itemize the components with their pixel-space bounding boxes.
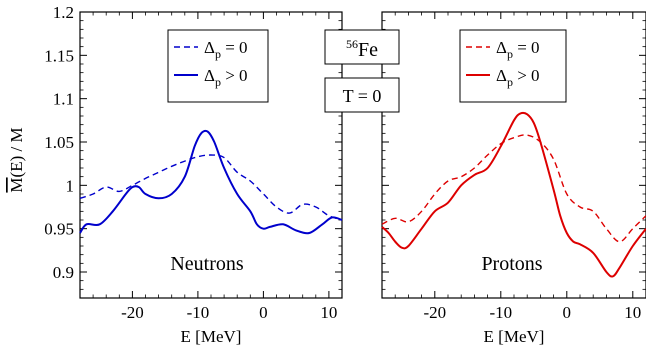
temperature-label: T = 0 <box>343 86 382 106</box>
neutrons-legend-label: Δp > 0 <box>204 66 248 89</box>
nucleus-symbol: Fe <box>358 39 378 61</box>
neutrons-y-tick-label: 1 <box>66 176 75 195</box>
protons-legend-label-subscript: p <box>507 47 513 61</box>
protons-legend-label-relation: > 0 <box>513 66 540 85</box>
protons-legend-label-symbol: Δ <box>496 38 507 57</box>
neutrons-series-line-with-pairing <box>79 129 343 235</box>
neutrons-y-tick-label: 0.95 <box>44 220 74 239</box>
neutrons-x-tick-label: -10 <box>187 303 210 322</box>
protons-x-tick-label: 0 <box>563 303 572 322</box>
nucleus-mass-number: 56 <box>346 37 358 51</box>
neutrons-legend-label-subscript: p <box>215 47 221 61</box>
protons-legend-label: Δp > 0 <box>496 66 540 89</box>
protons-series-line-zero-pairing <box>381 134 646 243</box>
neutrons-y-tick-label: 1.15 <box>44 46 74 65</box>
protons-legend-label-symbol: Δ <box>496 66 507 85</box>
protons-legend-box <box>459 29 567 103</box>
protons-x-tick-label: -10 <box>489 303 512 322</box>
neutrons-legend-label-relation: = 0 <box>221 38 248 57</box>
neutrons-y-tick-label: 1.2 <box>53 3 74 22</box>
protons-legend-label-relation: = 0 <box>513 38 540 57</box>
protons-panel-label: Protons <box>481 253 542 275</box>
protons-series-line-with-pairing <box>381 111 646 278</box>
neutrons-x-tick-label: 10 <box>320 303 337 322</box>
neutrons-y-tick-label: 1.1 <box>53 90 74 109</box>
neutrons-y-tick-label: 1.05 <box>44 133 74 152</box>
neutrons-legend-label-symbol: Δ <box>204 38 215 57</box>
nucleus-label: 56Fe <box>346 37 378 61</box>
neutrons-panel: -20 -10 0 10 0.9 0.95 1 1.05 1.1 1.15 1.2 E [MeV] Δp… <box>44 3 343 346</box>
neutrons-legend-label: Δp = 0 <box>204 38 248 61</box>
neutrons-series-line-zero-pairing <box>79 154 343 221</box>
neutrons-x-axis-label: E [MeV] <box>181 327 242 346</box>
protons-x-tick-label: 10 <box>624 303 641 322</box>
y-axis-label-rest: (E) / M <box>7 127 26 177</box>
neutrons-panel-label: Neutrons <box>170 253 244 275</box>
neutrons-x-tick-label: -20 <box>121 303 144 322</box>
nucleus-box: 56Fe <box>324 29 400 65</box>
temperature-box: T = 0 <box>324 77 400 113</box>
neutrons-legend-label-symbol: Δ <box>204 66 215 85</box>
neutrons-y-tick-label: 0.9 <box>53 263 74 282</box>
y-axis-label-m-bar: M <box>7 177 26 192</box>
protons-legend-label-subscript: p <box>507 75 513 89</box>
protons-x-tick-label: -20 <box>423 303 446 322</box>
neutrons-legend-label-subscript: p <box>215 75 221 89</box>
neutrons-legend-box <box>167 29 269 103</box>
protons-legend-label: Δp = 0 <box>496 38 540 61</box>
neutrons-x-tick-label: 0 <box>259 303 268 322</box>
y-axis-label: M(E) / M <box>7 127 26 192</box>
neutrons-legend-label-relation: > 0 <box>221 66 248 85</box>
protons-x-axis-label: E [MeV] <box>484 327 545 346</box>
